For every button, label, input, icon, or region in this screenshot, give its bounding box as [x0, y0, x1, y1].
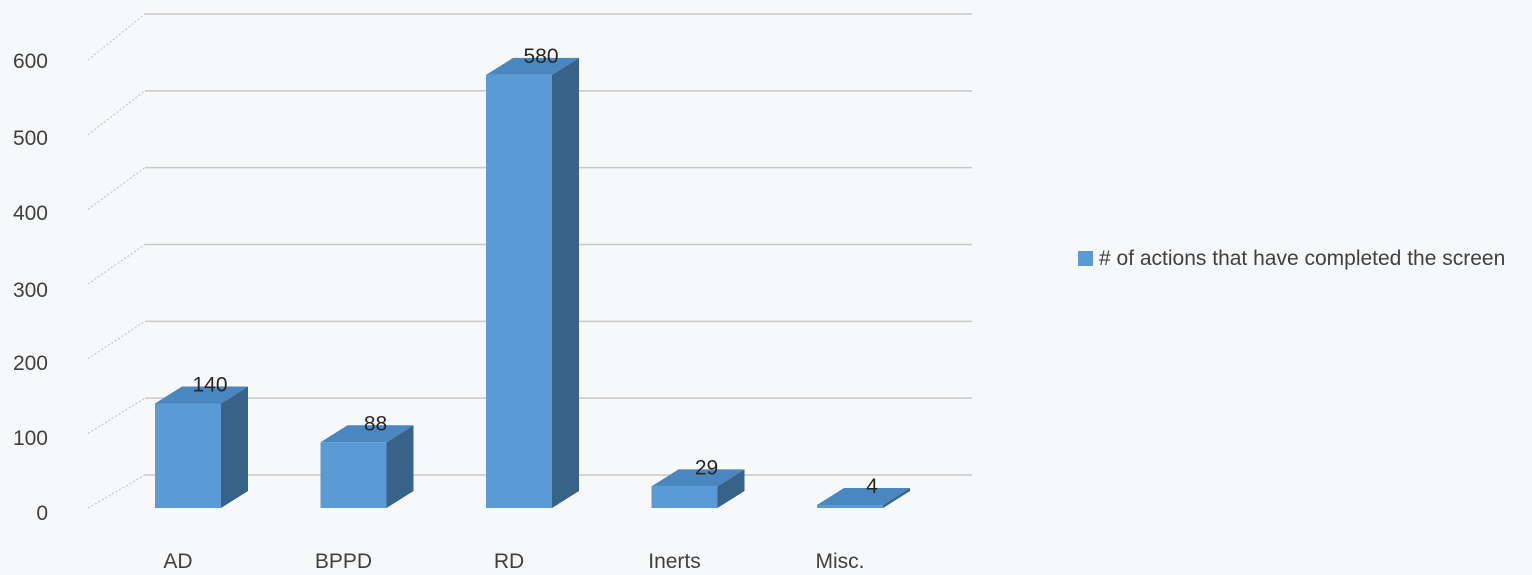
y-tick-label: 500	[13, 127, 48, 150]
x-tick-label: Inerts	[648, 550, 701, 573]
y-tick-label: 100	[13, 427, 48, 450]
grid-side-line	[87, 167, 146, 210]
bar-side	[386, 425, 414, 508]
bar	[320, 442, 387, 508]
bar-side	[221, 386, 248, 508]
bar-top	[817, 488, 910, 506]
y-tick-label: 300	[13, 279, 48, 302]
x-tick-label: BPPD	[315, 550, 372, 573]
grid-side-line	[87, 320, 146, 360]
y-axis-ticks: 0 100 200 300 400 500 600	[13, 50, 48, 525]
bars	[155, 57, 910, 508]
y-tick-label: 600	[13, 50, 48, 73]
bar-top	[651, 469, 745, 487]
y-tick-label: 0	[36, 502, 48, 525]
bar	[651, 486, 718, 508]
data-label: 29	[695, 456, 718, 479]
bar-side	[883, 488, 910, 508]
bar-top	[155, 386, 248, 404]
bar-top	[486, 57, 579, 75]
bar-side	[552, 57, 579, 508]
data-label: 140	[192, 373, 227, 396]
x-tick-label: AD	[163, 550, 192, 573]
data-label: 580	[523, 45, 558, 68]
data-label: 4	[866, 475, 878, 498]
legend: # of actions that have completed the scr…	[1078, 244, 1518, 273]
bar	[155, 403, 221, 508]
bar	[486, 74, 552, 508]
grid-side-line	[87, 13, 146, 61]
data-label: 88	[364, 412, 387, 435]
grid-side-line	[87, 397, 146, 434]
legend-swatch	[1078, 251, 1093, 266]
x-tick-label: Misc.	[816, 550, 865, 573]
data-labels: 140 88 580 29 4	[192, 45, 878, 498]
grid-side-line	[87, 474, 146, 509]
grid-side-line	[87, 244, 146, 285]
grid-side-line	[87, 90, 146, 136]
bar-side	[717, 469, 745, 508]
bar	[817, 505, 883, 508]
x-axis-categories: AD BPPD RD Inerts Misc.	[163, 550, 864, 573]
bar-top	[320, 425, 414, 443]
y-tick-label: 400	[13, 202, 48, 225]
legend-label: # of actions that have completed the scr…	[1099, 247, 1506, 270]
x-tick-label: RD	[494, 550, 524, 573]
y-tick-label: 200	[13, 352, 48, 375]
